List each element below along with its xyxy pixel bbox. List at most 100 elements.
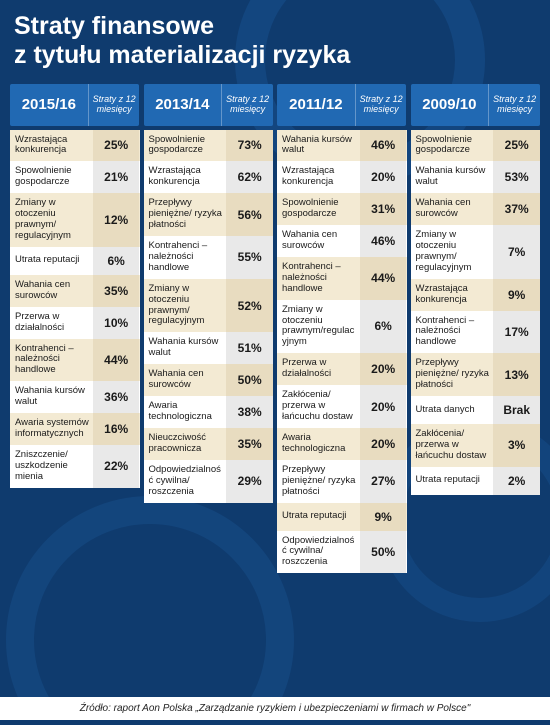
row-label: Kontrahenci – należności handlowe (411, 311, 494, 354)
row-label: Awaria systemów informatycznych (10, 413, 93, 445)
table-row: Wahania cen surowców46% (277, 225, 407, 257)
row-label: Przepływy pieniężne/ ryzyka płatności (144, 193, 227, 236)
row-label: Awaria technologiczna (277, 428, 360, 460)
row-value: 25% (493, 130, 540, 162)
table-row: Kontrahenci – należności handlowe55% (144, 236, 274, 279)
table-row: Utrata danychBrak (411, 396, 541, 424)
row-value: 62% (226, 161, 273, 193)
row-label: Wzrastająca konkurencja (10, 130, 93, 162)
table-row: Spowolnienie gospodarcze31% (277, 193, 407, 225)
row-label: Wzrastająca konkurencja (411, 279, 494, 311)
title-line-1: Straty finansowe (14, 12, 214, 40)
column-subheader: Straty z 12 miesięcy (355, 84, 407, 126)
row-label: Wahania kursów walut (411, 161, 494, 193)
table-row: Przepływy pieniężne/ ryzyka płatności56% (144, 193, 274, 236)
data-columns: 2015/16Straty z 12 miesięcyWzrastająca k… (10, 84, 540, 574)
row-value: 37% (493, 193, 540, 225)
table-row: Utrata reputacji9% (277, 503, 407, 531)
rows-container: Spowolnienie gospodarcze73%Wzrastająca k… (144, 130, 274, 503)
row-value: 53% (493, 161, 540, 193)
column-subheader: Straty z 12 miesięcy (88, 84, 140, 126)
row-value: 36% (93, 381, 140, 413)
row-label: Utrata danych (411, 396, 494, 424)
table-row: Awaria technologiczna38% (144, 396, 274, 428)
row-label: Spowolnienie gospodarcze (411, 130, 494, 162)
row-label: Wzrastająca konkurencja (144, 161, 227, 193)
row-value: 35% (93, 275, 140, 307)
row-label: Zmiany w otoczeniu prawnym/regulacyjnym (277, 300, 360, 354)
row-label: Kontrahenci – należności handlowe (144, 236, 227, 279)
table-row: Zmiany w otoczeniu prawnym/regulacyjnym6… (277, 300, 407, 354)
title-line-2: z tytułu materializacji ryzyka (14, 41, 350, 69)
row-value: 50% (226, 364, 273, 396)
year-label: 2009/10 (411, 84, 489, 126)
column-header: 2015/16Straty z 12 miesięcy (10, 84, 140, 126)
row-value: 6% (360, 300, 407, 354)
table-row: Utrata reputacji2% (411, 467, 541, 495)
table-row: Przerwa w działalności20% (277, 353, 407, 385)
rows-container: Wzrastająca konkurencja25%Spowolnienie g… (10, 130, 140, 488)
row-label: Przepływy pieniężne/ ryzyka płatności (411, 353, 494, 396)
table-row: Spowolnienie gospodarcze25% (411, 130, 541, 162)
row-label: Wahania cen surowców (411, 193, 494, 225)
column-subheader: Straty z 12 miesięcy (221, 84, 273, 126)
row-label: Zakłócenia/ przerwa w łańcuchu dostaw (411, 424, 494, 467)
table-row: Wahania cen surowców37% (411, 193, 541, 225)
row-value: 3% (493, 424, 540, 467)
footer-text: Źródło: raport Aon Polska „Zarządzanie r… (80, 703, 471, 714)
row-value: 20% (360, 353, 407, 385)
row-label: Zmiany w otoczeniu prawnym/ regulacyjnym (411, 225, 494, 279)
table-row: Wahania cen surowców50% (144, 364, 274, 396)
row-value: 52% (226, 279, 273, 333)
row-label: Utrata reputacji (10, 247, 93, 275)
row-value: 22% (93, 445, 140, 488)
row-value: 20% (360, 161, 407, 193)
row-label: Przepływy pieniężne/ ryzyka płatności (277, 460, 360, 503)
row-value: 46% (360, 225, 407, 257)
row-value: 46% (360, 130, 407, 162)
row-label: Utrata reputacji (411, 467, 494, 495)
row-value: 73% (226, 130, 273, 162)
row-value: 13% (493, 353, 540, 396)
table-row: Awaria technologiczna20% (277, 428, 407, 460)
row-value: 6% (93, 247, 140, 275)
row-value: 27% (360, 460, 407, 503)
table-row: Kontrahenci – należności handlowe17% (411, 311, 541, 354)
table-row: Wahania kursów walut46% (277, 130, 407, 162)
table-row: Wahania kursów walut36% (10, 381, 140, 413)
row-value: 31% (360, 193, 407, 225)
row-value: Brak (493, 396, 540, 424)
source-footer: Źródło: raport Aon Polska „Zarządzanie r… (0, 697, 550, 720)
row-value: 21% (93, 161, 140, 193)
year-label: 2013/14 (144, 84, 222, 126)
row-value: 51% (226, 332, 273, 364)
row-label: Nieuczciwość pracownicza (144, 428, 227, 460)
rows-container: Spowolnienie gospodarcze25%Wahania kursó… (411, 130, 541, 495)
row-value: 44% (93, 339, 140, 382)
row-value: 7% (493, 225, 540, 279)
column-header: 2009/10Straty z 12 miesięcy (411, 84, 541, 126)
table-row: Przerwa w działalności10% (10, 307, 140, 339)
row-label: Zmiany w otoczeniu prawnym/ regulacyjnym (144, 279, 227, 333)
row-value: 35% (226, 428, 273, 460)
row-value: 20% (360, 385, 407, 428)
row-label: Przerwa w działalności (10, 307, 93, 339)
row-label: Wahania kursów walut (144, 332, 227, 364)
row-value: 12% (93, 193, 140, 247)
row-label: Wahania cen surowców (10, 275, 93, 307)
table-row: Spowolnienie gospodarcze73% (144, 130, 274, 162)
table-row: Zakłócenia/ przerwa w łańcuchu dostaw20% (277, 385, 407, 428)
table-row: Zmiany w otoczeniu prawnym/ regulacyjnym… (411, 225, 541, 279)
row-label: Wahania kursów walut (10, 381, 93, 413)
table-row: Zniszczenie/ uszkodzenie mienia22% (10, 445, 140, 488)
column-subheader: Straty z 12 miesięcy (488, 84, 540, 126)
table-row: Przepływy pieniężne/ ryzyka płatności27% (277, 460, 407, 503)
row-label: Zakłócenia/ przerwa w łańcuchu dostaw (277, 385, 360, 428)
page-title: Straty finansowe z tytułu materializacji… (10, 12, 540, 70)
row-label: Spowolnienie gospodarcze (277, 193, 360, 225)
row-value: 9% (493, 279, 540, 311)
table-row: Odpowiedzialność cywilna/ roszczenia50% (277, 531, 407, 574)
table-row: Utrata reputacji6% (10, 247, 140, 275)
table-row: Nieuczciwość pracownicza35% (144, 428, 274, 460)
table-row: Wzrastająca konkurencja20% (277, 161, 407, 193)
